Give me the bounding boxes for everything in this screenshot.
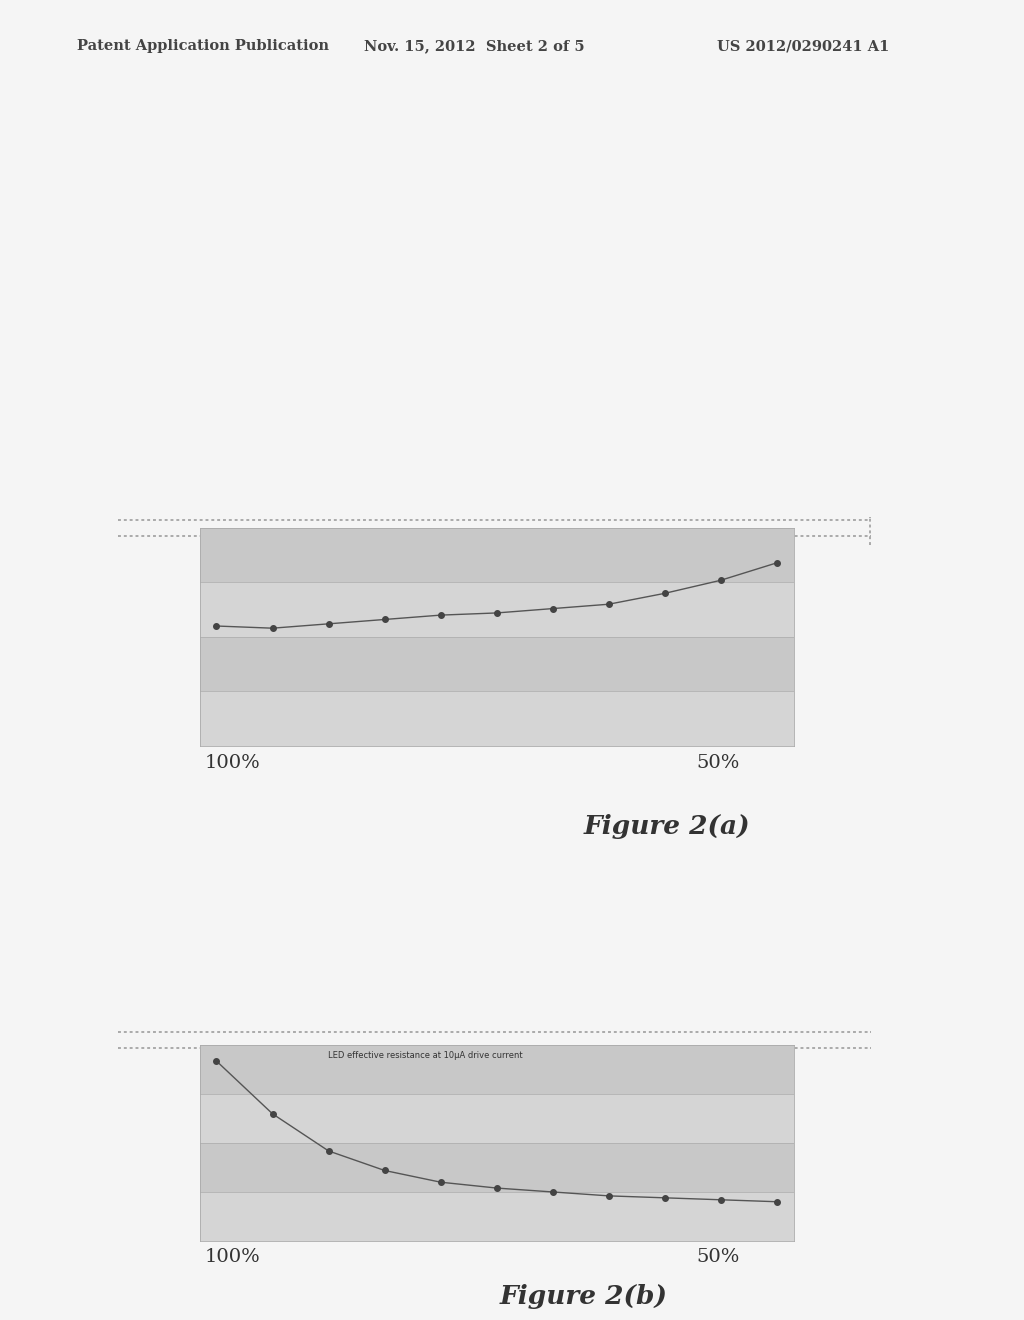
Bar (200, 692, 794, 746)
Bar (200, 1045, 794, 1094)
Text: Figure 2(a): Figure 2(a) (584, 814, 751, 840)
Text: Figure 2(b): Figure 2(b) (500, 1284, 668, 1309)
Bar (200, 582, 794, 636)
Bar (200, 636, 794, 692)
Text: Patent Application Publication: Patent Application Publication (77, 40, 329, 53)
Bar (200, 528, 794, 582)
Text: 100%: 100% (205, 754, 260, 772)
Bar (200, 1094, 794, 1143)
Text: 50%: 50% (696, 1247, 739, 1266)
Bar (200, 1143, 794, 1192)
Text: 50%: 50% (696, 754, 739, 772)
Text: LED effective resistance at 10µA drive current: LED effective resistance at 10µA drive c… (328, 1051, 522, 1060)
Text: 100%: 100% (205, 1247, 260, 1266)
Text: US 2012/0290241 A1: US 2012/0290241 A1 (717, 40, 889, 53)
Text: Nov. 15, 2012  Sheet 2 of 5: Nov. 15, 2012 Sheet 2 of 5 (364, 40, 584, 53)
Bar (200, 1192, 794, 1241)
